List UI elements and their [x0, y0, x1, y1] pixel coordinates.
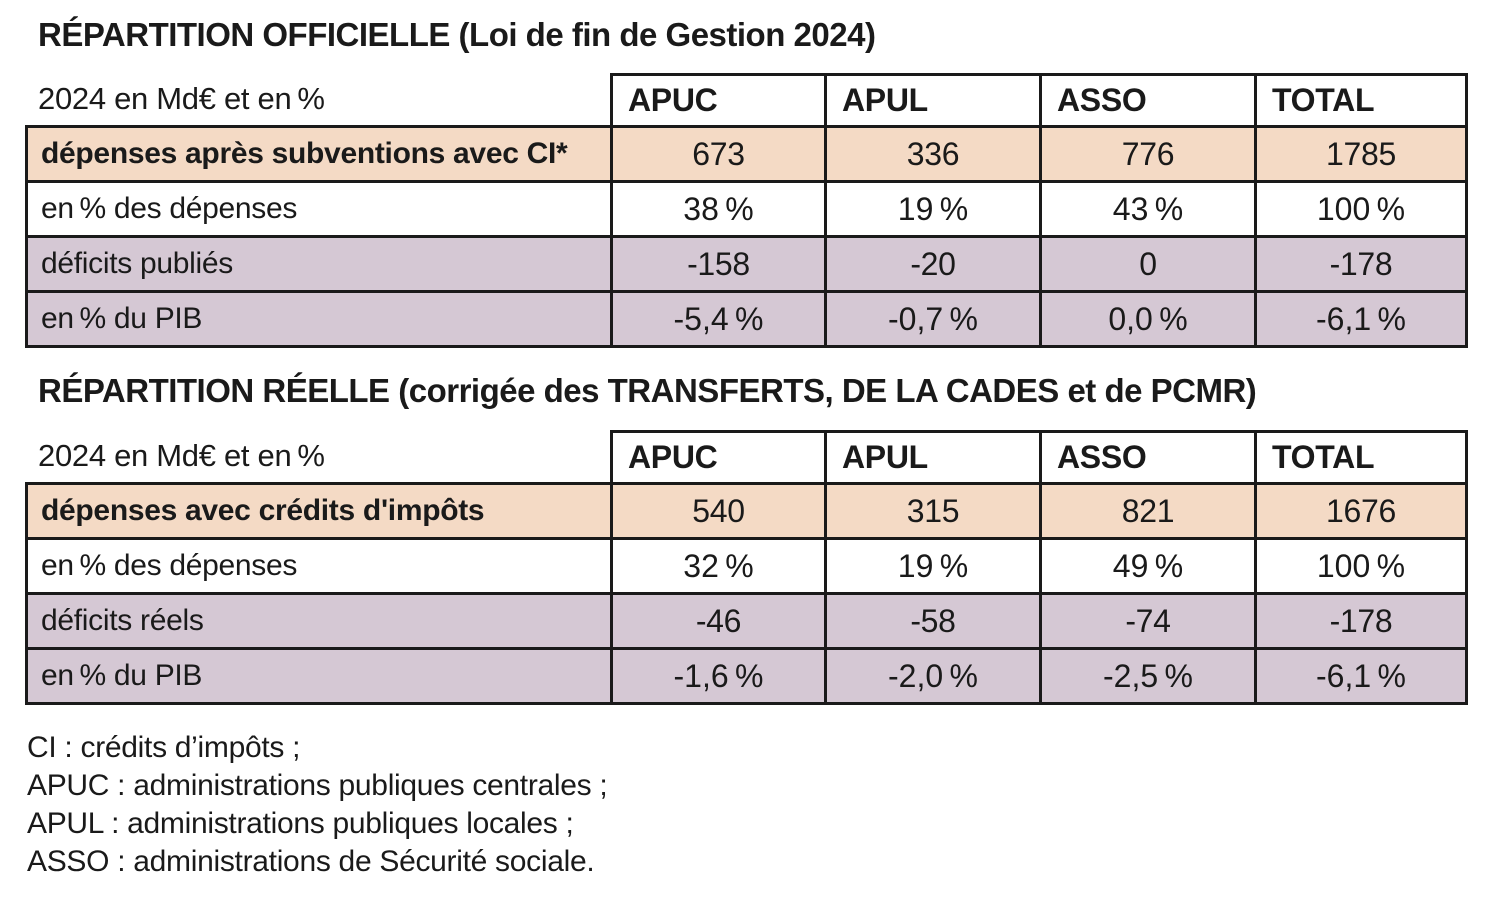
table1-cell-pct-pib-total: -6,1 % — [1257, 293, 1468, 348]
footnote-ci: CI : crédits d’impôts ; — [27, 731, 301, 764]
table2-row-label-pct-depenses: en % des dépenses — [25, 540, 613, 595]
table1-cell-pct-pib-apul: -0,7 % — [827, 293, 1042, 348]
table1-cell-depenses-apuc: 673 — [613, 128, 827, 183]
table1-title: RÉPARTITION OFFICIELLE (Loi de fin de Ge… — [38, 16, 876, 53]
table2-column-header-asso: ASSO — [1042, 430, 1257, 485]
table2-cell-depenses-apul: 315 — [827, 485, 1042, 540]
table1-cell-deficits-apuc: -158 — [613, 238, 827, 293]
table1-column-header-apul: APUL — [827, 73, 1042, 128]
table1-cell-pct-pib-asso: 0,0 % — [1042, 293, 1257, 348]
table2-column-header-apul: APUL — [827, 430, 1042, 485]
table2-repartition-reelle: 2024 en Md€ et en % APUC APUL ASSO TOTAL… — [25, 430, 1468, 705]
table1-column-header-apuc: APUC — [613, 73, 827, 128]
table2-cell-depenses-total: 1676 — [1257, 485, 1468, 540]
footnotes: CI : crédits d’impôts ; APUC : administr… — [27, 729, 608, 881]
table1-row-label-deficits: déficits publiés — [25, 238, 613, 293]
table2-cell-deficits-apuc: -46 — [613, 595, 827, 650]
table1-cell-deficits-apul: -20 — [827, 238, 1042, 293]
table2-cell-pct-pib-asso: -2,5 % — [1042, 650, 1257, 705]
table1-row-label-pct-pib: en % du PIB — [25, 293, 613, 348]
table1-column-header-total: TOTAL — [1257, 73, 1468, 128]
table1-cell-depenses-apul: 336 — [827, 128, 1042, 183]
table1-repartition-officielle: 2024 en Md€ et en % APUC APUL ASSO TOTAL… — [25, 73, 1468, 348]
table2-cell-depenses-asso: 821 — [1042, 485, 1257, 540]
table1-cell-depenses-asso: 776 — [1042, 128, 1257, 183]
table2-cell-pct-depenses-apuc: 32 % — [613, 540, 827, 595]
table2-cell-deficits-apul: -58 — [827, 595, 1042, 650]
table1-cell-pct-depenses-total: 100 % — [1257, 183, 1468, 238]
table1-cell-pct-depenses-apul: 19 % — [827, 183, 1042, 238]
table2-row-label-depenses: dépenses avec crédits d'impôts — [25, 485, 613, 540]
table1-cell-pct-depenses-asso: 43 % — [1042, 183, 1257, 238]
table1-row-label-pct-depenses: en % des dépenses — [25, 183, 613, 238]
table2-column-header-total: TOTAL — [1257, 430, 1468, 485]
table1-cell-depenses-total: 1785 — [1257, 128, 1468, 183]
table1-corner-label: 2024 en Md€ et en % — [25, 73, 613, 128]
table2-cell-pct-depenses-total: 100 % — [1257, 540, 1468, 595]
table1-cell-deficits-asso: 0 — [1042, 238, 1257, 293]
table2-cell-pct-pib-total: -6,1 % — [1257, 650, 1468, 705]
footnote-apul: APUL : administrations publiques locales… — [27, 807, 574, 840]
table1-column-header-asso: ASSO — [1042, 73, 1257, 128]
table2-cell-deficits-total: -178 — [1257, 595, 1468, 650]
table2-cell-pct-pib-apul: -2,0 % — [827, 650, 1042, 705]
table2-row-label-deficits: déficits réels — [25, 595, 613, 650]
table2-row-label-pct-pib: en % du PIB — [25, 650, 613, 705]
table2-cell-pct-depenses-apul: 19 % — [827, 540, 1042, 595]
table2-cell-deficits-asso: -74 — [1042, 595, 1257, 650]
table2-title: RÉPARTITION RÉELLE (corrigée des TRANSFE… — [38, 372, 1257, 409]
table1-cell-pct-pib-apuc: -5,4 % — [613, 293, 827, 348]
footnote-apuc: APUC : administrations publiques central… — [27, 769, 608, 802]
table2-cell-pct-pib-apuc: -1,6 % — [613, 650, 827, 705]
table1-row-label-depenses: dépenses après subventions avec CI* — [25, 128, 613, 183]
table2-corner-label: 2024 en Md€ et en % — [25, 430, 613, 485]
table1-cell-deficits-total: -178 — [1257, 238, 1468, 293]
table2-cell-pct-depenses-asso: 49 % — [1042, 540, 1257, 595]
table2-column-header-apuc: APUC — [613, 430, 827, 485]
table1-cell-pct-depenses-apuc: 38 % — [613, 183, 827, 238]
table2-cell-depenses-apuc: 540 — [613, 485, 827, 540]
footnote-asso: ASSO : administrations de Sécurité socia… — [27, 845, 595, 878]
